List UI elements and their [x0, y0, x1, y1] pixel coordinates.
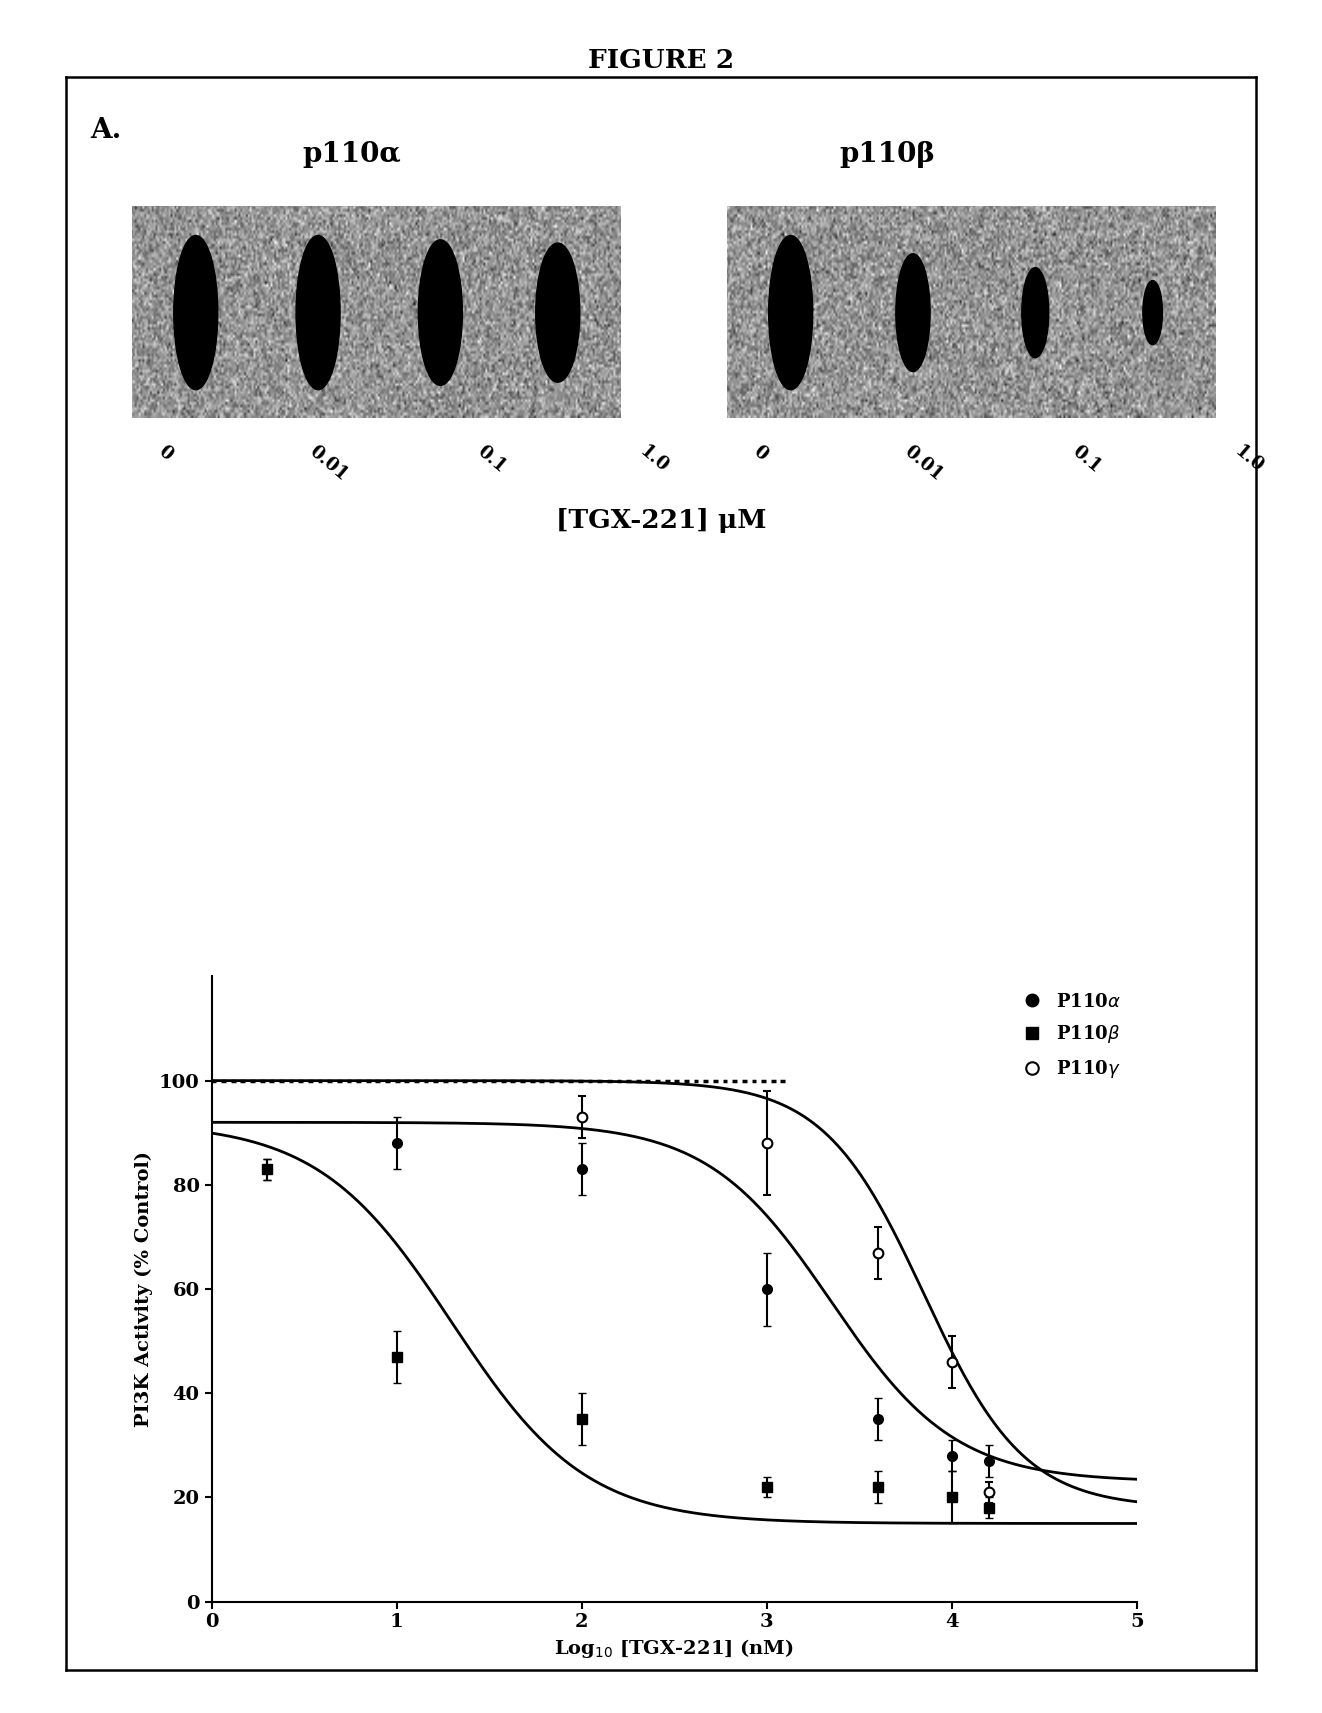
Text: 1.0: 1.0: [636, 442, 673, 476]
Text: 0.01: 0.01: [900, 442, 945, 485]
Text: 0: 0: [155, 442, 176, 464]
Ellipse shape: [418, 240, 463, 385]
X-axis label: Log$_{10}$ [TGX-221] (nM): Log$_{10}$ [TGX-221] (nM): [554, 1638, 795, 1660]
Ellipse shape: [535, 243, 580, 382]
Y-axis label: PI3K Activity (% Control): PI3K Activity (% Control): [135, 1151, 153, 1427]
Text: 0.1: 0.1: [473, 442, 509, 476]
Text: 0: 0: [750, 442, 771, 464]
Text: 0.01: 0.01: [305, 442, 350, 485]
Ellipse shape: [1022, 267, 1048, 358]
Text: FIGURE 2: FIGURE 2: [588, 48, 734, 74]
Text: p110β: p110β: [839, 140, 935, 168]
Legend: P110$\alpha$, P110$\beta$, P110$\gamma$: P110$\alpha$, P110$\beta$, P110$\gamma$: [1007, 985, 1128, 1088]
Ellipse shape: [896, 254, 931, 372]
Text: 0.1: 0.1: [1068, 442, 1104, 476]
Ellipse shape: [768, 235, 813, 391]
Text: p110α: p110α: [303, 140, 401, 168]
Text: 1.0: 1.0: [1231, 442, 1268, 476]
Ellipse shape: [173, 235, 218, 391]
Text: [TGX-221] μM: [TGX-221] μM: [555, 509, 767, 533]
Ellipse shape: [1144, 281, 1162, 344]
Ellipse shape: [296, 235, 340, 391]
Text: A.: A.: [90, 116, 122, 144]
